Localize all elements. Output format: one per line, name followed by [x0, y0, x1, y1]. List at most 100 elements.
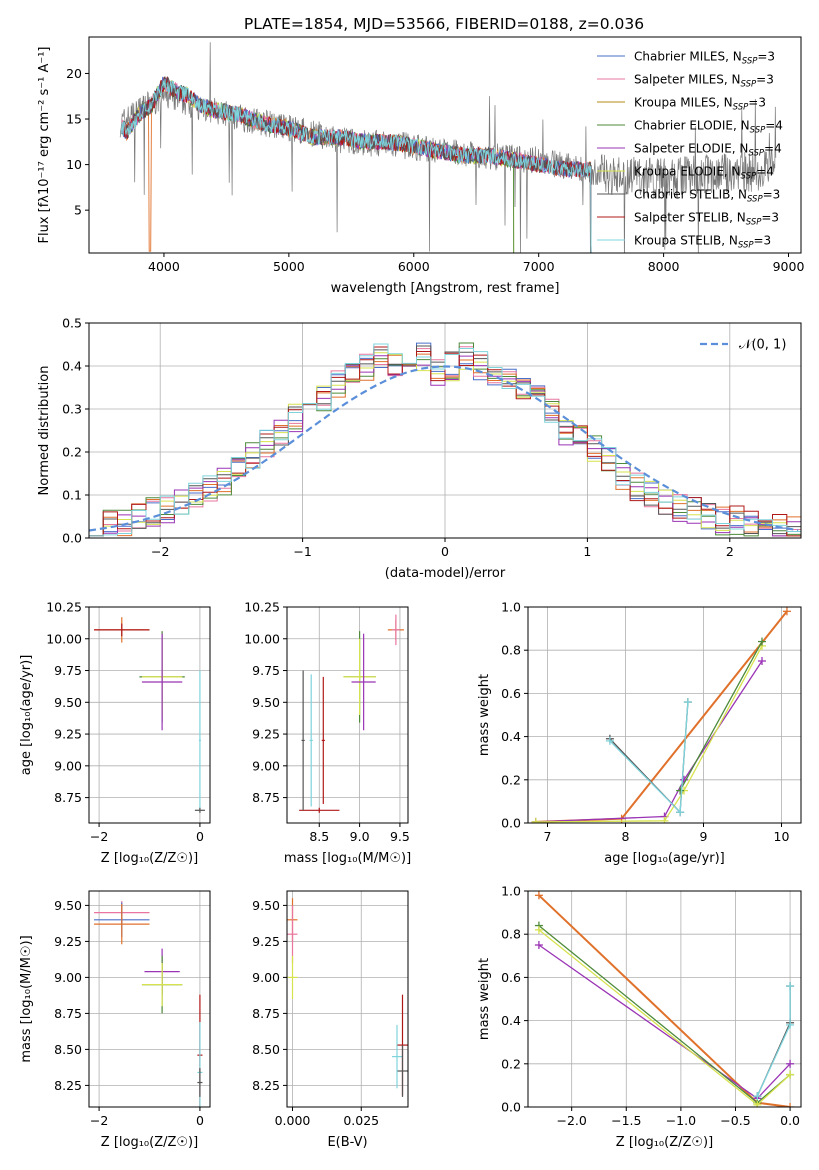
spectrum-ytick-label: 20 [66, 66, 82, 81]
weight-line [535, 610, 788, 823]
mass_vs_Z-ytick-label: 9.50 [54, 898, 82, 913]
weight_vs_age-ytick-label: 1.0 [501, 600, 521, 615]
mass_vs_ebv-ytick-label: 9.25 [252, 934, 280, 949]
residuals-xlabel: (data-model)/error [385, 566, 506, 581]
weight_vs_age-xtick-label: 7 [544, 829, 552, 844]
weight_vs_Z-ytick-label: 0.8 [501, 927, 521, 942]
weight_vs_age-xtick-label: 9 [700, 829, 708, 844]
weight_vs_age-ylabel: mass weight [477, 674, 492, 756]
spectrum-frame [88, 36, 802, 254]
mass_vs_ebv-ytick-label: 9.50 [252, 898, 280, 913]
weight-line [535, 645, 763, 823]
legend-entry: Kroupa STELIB, NSSP=3 [634, 234, 771, 251]
age_vs_mass-plot-area [287, 607, 408, 823]
model-spectrum [121, 79, 592, 253]
legend-entry-subscript: SSP [750, 126, 766, 136]
weight-marker [660, 816, 669, 823]
weight_vs_Z-ytick-label: 0.6 [501, 970, 521, 985]
weight_vs_Z-xtick-label: −1.0 [666, 1113, 696, 1128]
weight-marker [683, 698, 692, 707]
data-point [198, 670, 201, 811]
data-point [94, 623, 150, 637]
legend-entry-name: Chabrier MILES, N [634, 50, 742, 64]
spectrum-ytick-label: 10 [66, 157, 82, 172]
age_vs_Z-ytick-label: 10.25 [46, 600, 82, 615]
mass_vs_ebv-ytick-label: 8.50 [252, 1042, 280, 1057]
weight_vs_Z-frame [527, 890, 802, 1108]
residuals-plot-area [89, 323, 801, 538]
age_vs_mass-ytick-label: 9.25 [252, 727, 280, 742]
mass_vs_ebv-xtick-label: 0.025 [343, 1113, 379, 1128]
legend-entry-value: =4 [756, 165, 774, 179]
weight-marker [676, 808, 685, 817]
residuals-xtick-label: −1 [293, 544, 311, 559]
chart-weight_vs_age: 7 8 9 10 0.0 0.2 0.4 0.6 0.8 1.0 age [log₁₀(age/yr… [477, 600, 802, 866]
weight_vs_Z-ytick-label: 0.2 [501, 1056, 521, 1071]
weight-marker [534, 891, 543, 900]
mass_vs_Z-frame [88, 890, 211, 1108]
weight-marker [782, 607, 791, 616]
mass_vs_Z-plot-area [89, 891, 210, 1107]
weight-marker [758, 637, 766, 646]
weight-marker [758, 657, 766, 665]
weight_vs_age-ytick-label: 0.2 [501, 772, 521, 787]
residuals-ytick-label: 0.4 [62, 359, 82, 374]
spectrum-ylabel: Flux [fλ10⁻¹⁷ erg cm⁻² s⁻¹ A⁻¹] [37, 47, 52, 244]
weight-marker [534, 941, 543, 949]
legend-entry-value: =3 [748, 96, 766, 110]
data-point [392, 1024, 402, 1089]
weight_vs_age-ytick-label: 0.6 [501, 686, 521, 701]
legend-entry-value: =3 [756, 73, 774, 87]
residuals-xtick-label: 1 [583, 544, 591, 559]
data-point [343, 638, 376, 715]
weight-line [535, 660, 763, 823]
data-point [287, 955, 298, 999]
observed-spectrum [119, 42, 777, 253]
age_vs_mass-xtick-label: 9.5 [390, 829, 410, 844]
weight_vs_age-xtick-label: 8 [622, 829, 630, 844]
mass_vs_ebv-xlabel: E(B-V) [327, 1135, 367, 1150]
chart-mass_vs_ebv: 0.000 0.025 8.25 8.50 8.75 9.00 9.25 9.50 E(B-V) [252, 890, 409, 1150]
weight_vs_Z-xtick-label: −2.0 [557, 1113, 587, 1128]
mass_vs_ebv-frame [286, 890, 409, 1108]
weight-marker [531, 817, 540, 823]
data-point [391, 614, 400, 646]
residuals-ytick-label: 0.5 [62, 316, 82, 331]
spectrum-plot-area [119, 42, 777, 253]
data-point [351, 633, 376, 731]
mass_vs_Z-xtick-label: 0 [196, 1113, 204, 1128]
residuals-xtick-label: −2 [151, 544, 169, 559]
mass_vs_ebv-ytick-label: 9.00 [252, 970, 280, 985]
mass_vs_Z-ytick-label: 8.75 [54, 1006, 82, 1021]
data-point [141, 633, 183, 731]
chart-age_vs_Z: −2 0 8.75 9.00 9.25 9.50 9.75 10.00 10.25 Z [log₁… [19, 600, 211, 866]
legend-entry: Kroupa MILES, NSSP=3 [634, 96, 766, 113]
legend-entry: Salpeter ELODIE, NSSP=4 [634, 142, 782, 159]
weight-marker [676, 786, 685, 795]
legend-entry-name: Kroupa MILES, N [634, 96, 733, 110]
legend-entry-name: Salpeter ELODIE, N [634, 142, 748, 156]
data-point [194, 807, 205, 813]
data-point [141, 963, 183, 1007]
age_vs_mass-ytick-label: 8.75 [252, 790, 280, 805]
legend-entry-subscript: SSP [747, 195, 763, 205]
age_vs_Z-xtick-label: −2 [90, 829, 108, 844]
residual-legend: 𝒩(0, 1) [700, 338, 786, 353]
residuals-ytick-label: 0.1 [62, 488, 82, 503]
age_vs_mass-ytick-label: 9.75 [252, 663, 280, 678]
residuals-ytick-label: 0.0 [62, 531, 82, 546]
weight-line [538, 894, 791, 1107]
spectrum-xtick-label: 5000 [273, 259, 305, 274]
age_vs_mass-ytick-label: 10.00 [244, 631, 280, 646]
residual-histogram [89, 343, 801, 537]
residuals-ytick-label: 0.3 [62, 402, 82, 417]
legend-entry-subscript: SSP [742, 57, 758, 67]
age_vs_mass-ytick-label: 10.25 [244, 600, 280, 615]
legend-entry-value: =3 [763, 188, 781, 202]
age_vs_mass-xtick-label: 9.0 [350, 829, 370, 844]
legend-entry: Salpeter STELIB, NSSP=3 [634, 211, 779, 228]
weight_vs_Z-ytick-label: 1.0 [501, 884, 521, 899]
legend-entry-subscript: SSP [748, 149, 764, 159]
normal-curve [89, 365, 799, 532]
legend-entry-subscript: SSP [738, 241, 754, 251]
